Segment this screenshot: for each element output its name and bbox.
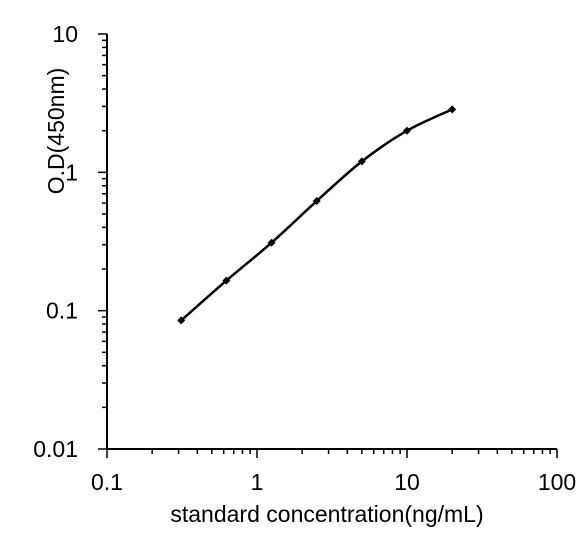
y-tick-label: 1 — [65, 159, 78, 185]
x-axis-title: standard concentration(ng/mL) — [170, 501, 483, 527]
data-point — [357, 157, 366, 166]
y-tick-label: 0.1 — [46, 298, 78, 324]
x-tick-label: 10 — [394, 469, 420, 495]
data-point — [403, 126, 411, 135]
y-axis-title: O.D(450nm) — [43, 68, 69, 195]
series-line — [180, 108, 453, 322]
ticks — [98, 33, 558, 458]
data-point — [177, 316, 186, 325]
tick-labels: 0.1 1 10 100 0.01 0.1 1 10 — [33, 21, 576, 495]
x-tick-label: 1 — [251, 469, 264, 495]
data-point — [222, 276, 231, 285]
x-tick-label: 100 — [538, 469, 576, 495]
data-point — [267, 238, 276, 247]
y-tick-label: 10 — [52, 21, 78, 47]
axes — [106, 34, 557, 450]
data-point — [448, 105, 457, 114]
y-tick-label: 0.01 — [33, 436, 78, 462]
plot-area — [177, 105, 457, 325]
x-tick-label: 0.1 — [91, 469, 123, 495]
data-point — [312, 197, 321, 206]
